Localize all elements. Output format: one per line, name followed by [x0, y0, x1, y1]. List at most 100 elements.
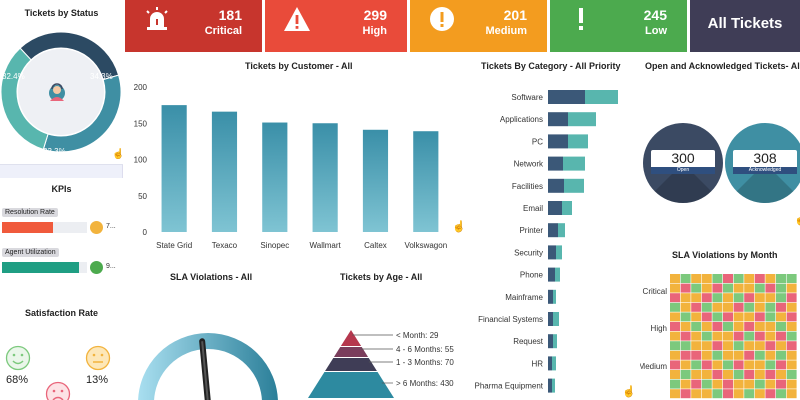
heatmap-cell[interactable] — [733, 370, 744, 379]
heatmap-cell[interactable] — [765, 331, 776, 341]
heatmap-cell[interactable] — [712, 389, 723, 399]
heatmap-cell[interactable] — [786, 389, 797, 399]
category-bar-segment[interactable] — [548, 312, 553, 326]
heatmap-cell[interactable] — [680, 360, 691, 370]
customer-bar[interactable] — [312, 123, 338, 232]
priority-card-critical[interactable]: 181 Critical — [125, 0, 262, 52]
heatmap-cell[interactable] — [744, 322, 755, 331]
customer-bar[interactable] — [362, 129, 389, 232]
heatmap-cell[interactable] — [691, 312, 702, 322]
heatmap-cell[interactable] — [733, 274, 744, 283]
category-bar-segment[interactable] — [548, 378, 552, 393]
heatmap-cell[interactable] — [776, 302, 786, 312]
heatmap-cell[interactable] — [786, 341, 797, 351]
heatmap-cell[interactable] — [776, 341, 786, 351]
heatmap-cell[interactable] — [712, 322, 723, 331]
heatmap-cell[interactable] — [776, 283, 786, 293]
heatmap-cell[interactable] — [776, 350, 786, 360]
category-bar-segment[interactable] — [548, 267, 555, 282]
heatmap-cell[interactable] — [670, 370, 680, 379]
heatmap-cell[interactable] — [754, 322, 765, 331]
heatmap-cell[interactable] — [712, 274, 723, 283]
heatmap-cell[interactable] — [712, 283, 723, 293]
customer-bar[interactable] — [211, 111, 238, 232]
heatmap-cell[interactable] — [691, 302, 702, 312]
heatmap-cell[interactable] — [680, 302, 691, 312]
heatmap-cell[interactable] — [691, 350, 702, 360]
heatmap-cell[interactable] — [670, 283, 680, 293]
heatmap-cell[interactable] — [712, 379, 723, 389]
heatmap-cell[interactable] — [754, 379, 765, 389]
heatmap-cell[interactable] — [723, 312, 733, 322]
heatmap-cell[interactable] — [733, 389, 744, 399]
heatmap-cell[interactable] — [733, 322, 744, 331]
customer-bar[interactable] — [413, 131, 439, 232]
category-bar-segment[interactable] — [548, 334, 553, 349]
heatmap-cell[interactable] — [733, 331, 744, 341]
heatmap-cell[interactable] — [701, 341, 712, 351]
heatmap-cell[interactable] — [712, 360, 723, 370]
heatmap-cell[interactable] — [765, 389, 776, 399]
priority-card-low[interactable]: 245 Low — [550, 0, 687, 52]
heatmap-cell[interactable] — [723, 331, 733, 341]
heatmap-cell[interactable] — [776, 379, 786, 389]
status-donut-chart[interactable]: 32.4% 34.3% 33.3% — [0, 17, 123, 162]
heatmap-cell[interactable] — [680, 350, 691, 360]
category-bar-segment[interactable] — [568, 134, 588, 149]
sla-violations-gauge[interactable] — [130, 285, 300, 400]
heatmap-cell[interactable] — [691, 360, 702, 370]
heatmap-cell[interactable] — [765, 350, 776, 360]
category-bar-segment[interactable] — [553, 334, 557, 349]
heatmap-cell[interactable] — [670, 302, 680, 312]
heatmap-cell[interactable] — [786, 350, 797, 360]
heatmap-cell[interactable] — [733, 360, 744, 370]
heatmap-cell[interactable] — [744, 370, 755, 379]
heatmap-cell[interactable] — [754, 274, 765, 283]
category-bar-segment[interactable] — [548, 289, 553, 304]
heatmap-cell[interactable] — [754, 331, 765, 341]
heatmap-cell[interactable] — [701, 274, 712, 283]
heatmap-cell[interactable] — [680, 341, 691, 351]
heatmap-cell[interactable] — [733, 283, 744, 293]
heatmap-cell[interactable] — [691, 331, 702, 341]
heatmap-cell[interactable] — [723, 360, 733, 370]
heatmap-cell[interactable] — [733, 341, 744, 351]
priority-card-high[interactable]: 299 High — [265, 0, 407, 52]
category-bar-segment[interactable] — [556, 245, 562, 260]
heatmap-cell[interactable] — [754, 389, 765, 399]
heatmap-cell[interactable] — [754, 302, 765, 312]
all-tickets-card[interactable]: All Tickets — [690, 0, 800, 52]
heatmap-cell[interactable] — [701, 302, 712, 312]
heatmap-cell[interactable] — [776, 274, 786, 283]
heatmap-cell[interactable] — [701, 293, 712, 303]
category-bar-segment[interactable] — [552, 356, 556, 371]
heatmap-cell[interactable] — [776, 322, 786, 331]
heatmap-cell[interactable] — [670, 360, 680, 370]
age-segment[interactable] — [308, 372, 394, 398]
heatmap-cell[interactable] — [786, 302, 797, 312]
heatmap-cell[interactable] — [691, 389, 702, 399]
category-bar-segment[interactable] — [585, 90, 618, 104]
heatmap-cell[interactable] — [744, 331, 755, 341]
heatmap-cell[interactable] — [701, 283, 712, 293]
heatmap-cell[interactable] — [712, 341, 723, 351]
heatmap-cell[interactable] — [786, 312, 797, 322]
heatmap-cell[interactable] — [680, 312, 691, 322]
heatmap-cell[interactable] — [670, 341, 680, 351]
heatmap-cell[interactable] — [680, 379, 691, 389]
category-bar-segment[interactable] — [548, 356, 552, 371]
heatmap-cell[interactable] — [765, 341, 776, 351]
heatmap-cell[interactable] — [733, 293, 744, 303]
category-bar-segment[interactable] — [548, 134, 568, 149]
heatmap-cell[interactable] — [723, 341, 733, 351]
category-bar-segment[interactable] — [564, 178, 584, 193]
category-bar-segment[interactable] — [553, 312, 559, 326]
heatmap-cell[interactable] — [744, 379, 755, 389]
heatmap-cell[interactable] — [723, 389, 733, 399]
tickets-by-age-pyramid[interactable]: < Month: 29 4 - 6 Months: 55 1 - 3 Months:… — [300, 290, 470, 400]
heatmap-cell[interactable] — [776, 370, 786, 379]
heatmap-cell[interactable] — [670, 379, 680, 389]
heatmap-cell[interactable] — [744, 274, 755, 283]
status-slice[interactable] — [0, 47, 49, 150]
heatmap-cell[interactable] — [786, 274, 797, 283]
